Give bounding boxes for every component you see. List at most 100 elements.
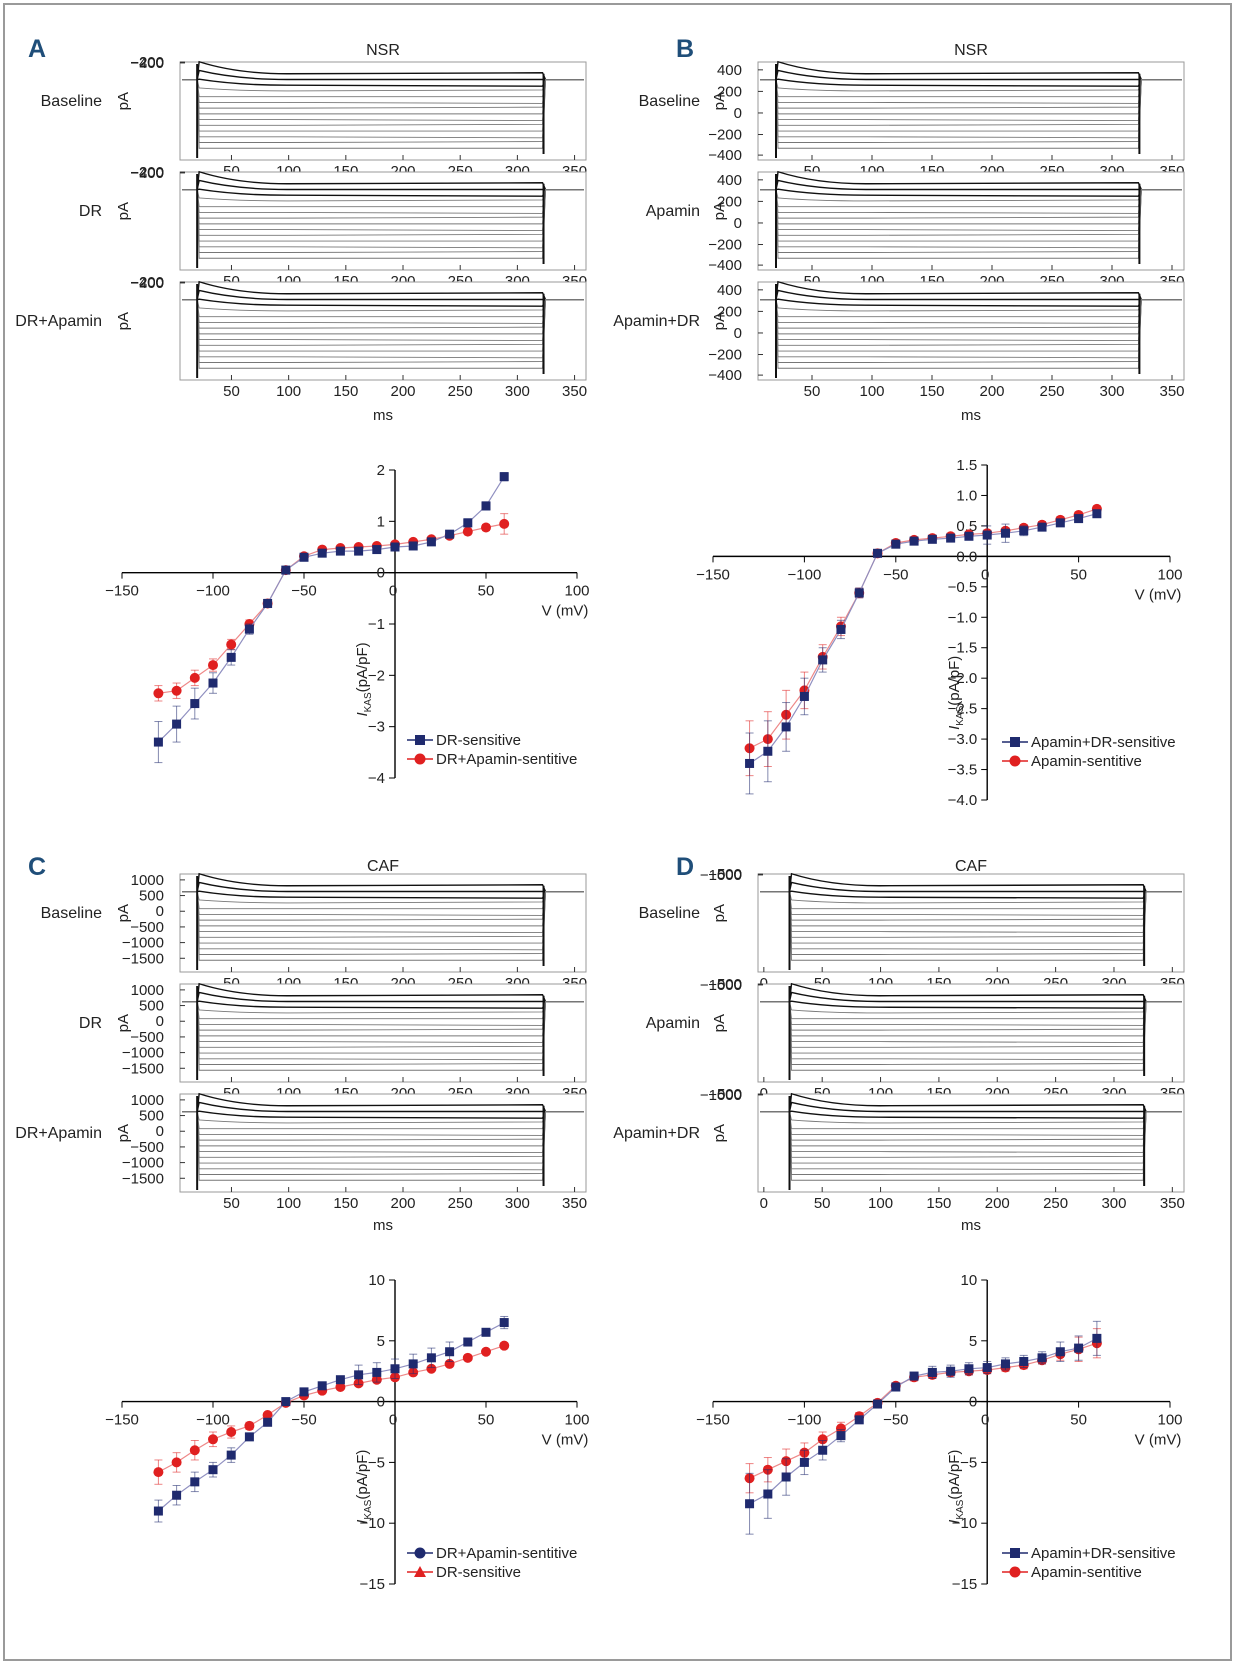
- x-tick-label: −150: [696, 566, 730, 583]
- y-tick-label: 200: [139, 164, 164, 181]
- x-tick-label: −150: [105, 583, 139, 600]
- x-tick-label: 150: [926, 1195, 951, 1212]
- data-point: [463, 1337, 473, 1347]
- data-point: [481, 1346, 491, 1357]
- legend-marker: [414, 753, 426, 765]
- data-point: [854, 1415, 864, 1425]
- current-trace: [182, 289, 584, 301]
- y-tick-label: −400: [708, 367, 742, 384]
- current-trace: [182, 60, 584, 81]
- data-point: [818, 655, 828, 665]
- condition-label: DR+Apamin: [15, 313, 102, 330]
- y-tick-label: 0: [734, 325, 742, 342]
- data-point: [463, 518, 473, 528]
- trace-panel-c: CCAFBaselinepA10005000−500−1000−15005010…: [15, 853, 587, 1234]
- x-tick-label: 0: [981, 1412, 989, 1429]
- data-point: [354, 546, 364, 556]
- current-trace: [182, 179, 584, 191]
- x-tick-label: 100: [564, 1412, 589, 1429]
- data-point: [499, 1340, 510, 1351]
- data-point: [153, 1506, 163, 1516]
- data-point: [481, 1327, 491, 1337]
- y-tick-label: −1000: [122, 1155, 164, 1172]
- legend-marker: [1009, 755, 1021, 767]
- y-unit-label: pA: [115, 202, 132, 220]
- x-tick-label: −150: [105, 1412, 139, 1429]
- y-tick-label: −400: [708, 257, 742, 274]
- trace-subplot: BaselinepA5000−500−100005010015020025030…: [639, 866, 1185, 992]
- data-point: [426, 1363, 437, 1374]
- y-tick-label: 500: [717, 976, 742, 993]
- data-point: [836, 1431, 846, 1441]
- x-tick-label: 50: [478, 1412, 495, 1429]
- data-point: [946, 1366, 956, 1376]
- y-tick-label: 0: [734, 976, 742, 993]
- figure-border: [3, 3, 1232, 1661]
- y-tick-label: −200: [708, 127, 742, 144]
- y-tick-label: −500: [708, 867, 742, 884]
- x-tick-label: 100: [1157, 566, 1182, 583]
- trace-frame: [757, 281, 1185, 381]
- y-tick-label: −3.0: [948, 731, 978, 748]
- current-trace: [182, 1111, 584, 1130]
- condition-label: Apamin: [646, 1015, 700, 1032]
- data-point: [408, 1359, 418, 1369]
- current-trace: [760, 872, 1182, 893]
- data-point: [299, 552, 309, 562]
- data-point: [153, 688, 164, 699]
- condition-label: Apamin: [646, 203, 700, 220]
- data-point: [281, 1397, 291, 1407]
- current-trace: [182, 78, 584, 87]
- data-point: [1037, 522, 1047, 532]
- series-red: [153, 1340, 510, 1485]
- current-trace: [760, 982, 1182, 1003]
- data-point: [781, 1472, 791, 1482]
- condition-label: Apamin+DR: [613, 313, 700, 330]
- current-trace: [760, 189, 1182, 259]
- current-trace: [760, 891, 1182, 904]
- current-trace: [182, 280, 584, 301]
- panel-title: NSR: [954, 42, 988, 59]
- data-point: [244, 624, 254, 634]
- y-tick-label: 400: [717, 172, 742, 189]
- data-point: [190, 699, 200, 709]
- y-unit-label: pA: [711, 904, 728, 922]
- current-trace: [182, 872, 584, 893]
- current-trace: [182, 189, 584, 202]
- y-tick-label: −1: [368, 616, 385, 633]
- trace-frame: [757, 61, 1185, 161]
- data-point: [408, 541, 418, 551]
- x-tick-label: 50: [1070, 566, 1087, 583]
- y-tick-label: −500: [708, 1087, 742, 1104]
- y-tick-label: 200: [717, 303, 742, 320]
- legend-marker: [415, 735, 425, 745]
- trace-panel-d: DCAFBaselinepA5000−500−10000501001502002…: [613, 853, 1185, 1234]
- data-point: [1037, 1353, 1047, 1363]
- trace-panel-a: ANSRBaselinepA2000−200−40050100150200250…: [15, 35, 587, 424]
- legend-label: DR-sensitive: [436, 732, 521, 749]
- trace-frame: [757, 983, 1185, 1083]
- data-point: [372, 545, 382, 555]
- y-tick-label: 500: [139, 998, 164, 1015]
- y-tick-label: 0: [156, 1123, 164, 1140]
- y-tick-label: 200: [717, 193, 742, 210]
- series-blue: [745, 1320, 1102, 1535]
- data-point: [263, 1417, 273, 1427]
- current-trace: [182, 79, 584, 104]
- current-trace: [760, 189, 1182, 208]
- data-point: [317, 548, 327, 558]
- y-unit-label: pA: [711, 1014, 728, 1032]
- y-tick-label: 200: [139, 274, 164, 291]
- current-trace: [182, 1001, 584, 1014]
- data-point: [153, 1467, 164, 1478]
- y-tick-label: 0: [377, 565, 385, 582]
- y-tick-label: −400: [708, 147, 742, 164]
- x-tick-label: 350: [562, 1195, 587, 1212]
- trace-frame: [757, 873, 1185, 973]
- current-trace: [182, 1101, 584, 1113]
- y-tick-label: 1.5: [956, 457, 977, 474]
- x-tick-label: 350: [1159, 383, 1184, 400]
